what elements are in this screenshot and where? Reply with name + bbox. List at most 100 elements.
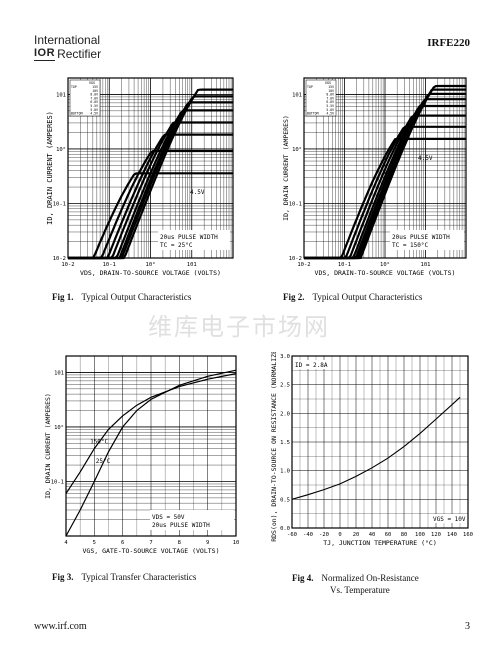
legend-entry: 15V: [92, 85, 98, 89]
figure-4-caption: Fig 4. Normalized On-Resistance Vs. Tempe…: [292, 573, 419, 595]
annotation-pulse: 20us PULSE WIDTH: [392, 234, 450, 241]
y-tick-label: 101: [54, 370, 64, 376]
y-axis-label: RDS(on), DRAIN-TO-SOURCE ON RESISTANCE (…: [270, 352, 278, 542]
y-tick-label: 10-2: [53, 256, 66, 262]
x-tick-label: 0: [338, 532, 341, 538]
x-tick-label: 10-2: [61, 262, 74, 268]
y-tick-label: 10°: [56, 147, 66, 153]
annotation-bg: [158, 230, 230, 250]
legend-entry: 4.5V: [90, 112, 98, 116]
x-tick-label: 160: [463, 532, 473, 538]
annotation-temp: TC = 150°C: [392, 242, 429, 249]
series-line-45V: [304, 137, 466, 260]
legend-entry: 8.0V: [326, 93, 334, 97]
legend-entry: 5.5V: [326, 104, 334, 108]
x-tick-label: 140: [447, 532, 457, 538]
x-tick-label: 9: [206, 540, 209, 546]
x-axis-label: VDS, DRAIN-TO-SOURCE VOLTAGE (VOLTS): [80, 269, 221, 277]
x-tick-label: 10-1: [338, 262, 351, 268]
legend-entry: 5.0V: [90, 108, 98, 112]
watermark: 维库电子市场网: [148, 313, 330, 341]
x-tick-label: 20: [353, 532, 360, 538]
page-number: 3: [465, 621, 470, 632]
x-tick-label: 40: [369, 532, 376, 538]
annotation-pulse: 20us PULSE WIDTH: [152, 522, 210, 529]
annotation-temp: TC = 25°C: [160, 242, 193, 249]
y-tick-label: 10-1: [53, 201, 66, 207]
x-tick-label: 80: [401, 532, 408, 538]
annotation-bg: [293, 360, 327, 369]
x-axis-label: VGS, GATE-TO-SOURCE VOLTAGE (VOLTS): [83, 547, 220, 555]
legend-entry: 10V: [92, 89, 98, 93]
figure-1-chart: ID, DRAIN CURRENT (AMPERES) 10-2 10-1 10° 1…: [40, 70, 240, 285]
annotation-vgs: 4.5V: [418, 155, 433, 162]
y-tick-label: 10-1: [289, 201, 302, 207]
legend-row-label: BOTTOM: [307, 112, 319, 116]
ior-logo: IOR: [34, 47, 56, 61]
x-tick-label: 100: [415, 532, 425, 538]
figure-3-chart: 4 5 6 7 8 9 10 101 10° 10-1 VGS, GATE-TO-SOURCE VO…: [40, 352, 245, 557]
legend-entry: 6.0V: [326, 100, 334, 104]
x-tick-label: 10°: [380, 262, 390, 268]
figure-2-chart: 10-2 10-1 10° 101 101 10° 10-1 10-2 VDS, DRAIN-T…: [268, 70, 473, 285]
y-tick-label: 2.0: [280, 411, 290, 417]
legend-header: VGS: [325, 81, 331, 85]
x-axis-label: TJ, JUNCTION TEMPERATURE (°C): [323, 539, 437, 547]
y-tick-label: 3.0: [280, 354, 290, 360]
annotation-bg: [390, 230, 464, 250]
x-tick-label: 10°: [146, 262, 156, 268]
y-tick-label: 10-2: [289, 256, 302, 262]
legend-entry: 7.0V: [326, 96, 334, 100]
x-tick-label: -60: [287, 532, 297, 538]
x-tick-label: 7: [149, 540, 152, 546]
x-tick-label: -20: [319, 532, 329, 538]
legend-entry: 7.0V: [90, 96, 98, 100]
x-tick-label: 10-1: [103, 262, 116, 268]
series-line-150C: [65, 373, 237, 494]
annotation-bg: [430, 514, 466, 523]
y-tick-label: 101: [292, 92, 302, 98]
x-tick-label: 8: [178, 540, 181, 546]
series-line-50V: [68, 149, 233, 260]
annotation-pulse: 20us PULSE WIDTH: [160, 234, 218, 241]
x-tick-label: -40: [303, 532, 313, 538]
y-tick-label: 0.0: [280, 526, 290, 532]
x-tick-label: 10-2: [297, 262, 310, 268]
legend-row-label: BOTTOM: [71, 112, 83, 116]
x-tick-label: 5: [93, 540, 96, 546]
series-line-rdson: [291, 396, 461, 500]
x-axis-label: VDS, DRAIN-TO-SOURCE VOLTAGE (VOLTS): [315, 269, 456, 277]
plot-frame: [291, 355, 469, 529]
legend-header: VGS: [89, 81, 95, 85]
y-tick-label: 1.0: [280, 469, 290, 475]
annotation-vgs: 4.5V: [190, 189, 205, 196]
annotation-vds: VDS = 50V: [152, 514, 185, 521]
fig1-ylabel: ID, DRAIN CURRENT (AMPERES): [46, 111, 54, 225]
legend-entry: 8.0V: [90, 93, 98, 97]
legend-entry: 6.0V: [90, 100, 98, 104]
y-tick-label: 1.5: [280, 440, 290, 446]
annotation-id: ID = 2.8A: [295, 362, 328, 369]
y-tick-label: 101: [56, 92, 66, 98]
series-line-25C: [65, 369, 237, 537]
part-number: IRFE220: [427, 37, 470, 49]
y-axis-label: ID, DRAIN CURRENT (AMPERES): [282, 115, 290, 221]
legend-entry: 4.5V: [326, 112, 334, 116]
annotation-vgs: VGS = 10V: [433, 516, 466, 523]
legend-row-label: TOP: [307, 85, 313, 89]
footer-url: www.irf.com: [34, 621, 87, 632]
figure-4-chart: -60 -40 -20 0 20 40 60 80 100 120 140 160 3.0 2.5 2.0 1…: [262, 352, 477, 557]
legend-entry: 5.5V: [90, 104, 98, 108]
x-tick-label: 6: [121, 540, 124, 546]
annotation-bg: [150, 510, 234, 530]
x-tick-label: 10: [233, 540, 240, 546]
x-tick-label: 60: [385, 532, 392, 538]
legend-entry: 15V: [328, 85, 334, 89]
figure-1-caption: Fig 1. Typical Output Characteristics: [52, 292, 192, 302]
series-label-150C: 150°C: [90, 438, 108, 445]
plot-frame: [303, 77, 467, 259]
legend-box: [69, 79, 101, 117]
legend-row-label: TOP: [71, 85, 77, 89]
y-tick-label: 0.5: [280, 497, 290, 503]
brand-line1: International: [34, 33, 101, 47]
